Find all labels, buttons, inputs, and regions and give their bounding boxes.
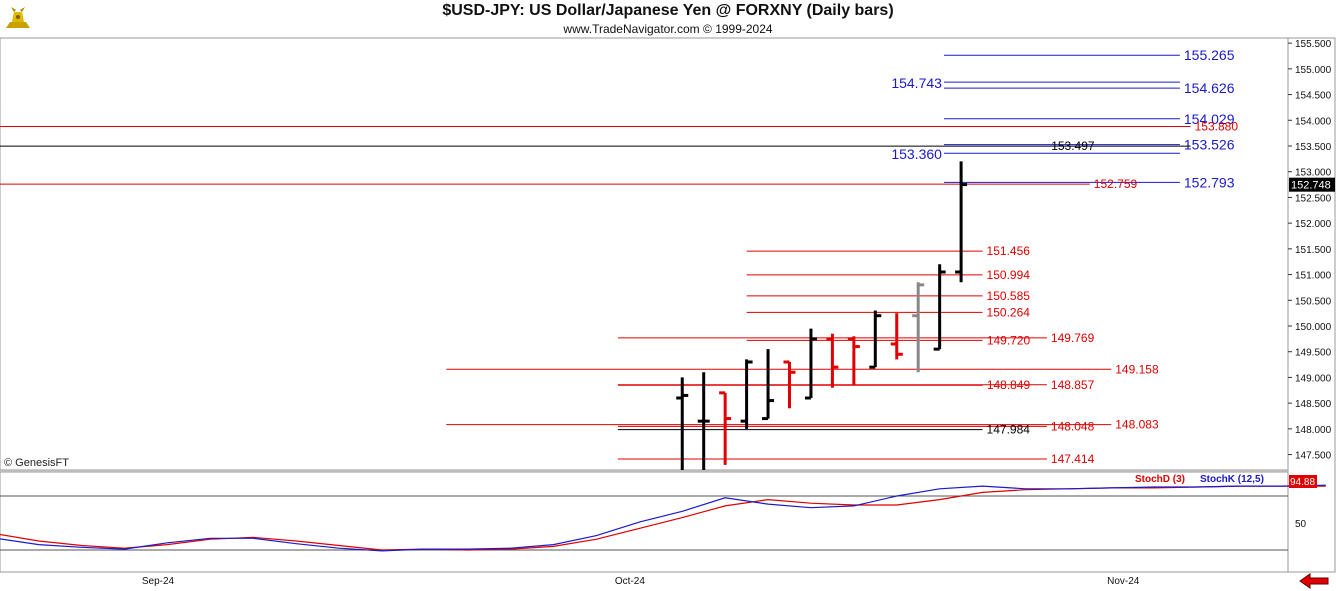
stochD-legend: StochD (3) — [1135, 474, 1185, 485]
chart-subtitle: www.TradeNavigator.com © 1999-2024 — [563, 22, 773, 36]
level-label: 148.048 — [1051, 419, 1095, 433]
level-label: 148.857 — [1051, 378, 1095, 392]
last-price-badge — [1289, 177, 1335, 192]
level-label: 150.264 — [987, 305, 1031, 319]
y-axis-tick-label: 151.500 — [1295, 245, 1332, 256]
y-axis-tick-label: 155.500 — [1295, 39, 1332, 50]
stoch-axis-label: 50 — [1295, 519, 1307, 530]
red-left-arrow-icon[interactable] — [1298, 573, 1330, 589]
level-label: 152.759 — [1094, 177, 1138, 191]
level-label: 151.456 — [987, 244, 1031, 258]
level-label: 152.793 — [1184, 174, 1235, 190]
level-label: 149.158 — [1115, 362, 1159, 376]
y-axis-tick-label: 152.500 — [1295, 193, 1332, 204]
level-label: 155.265 — [1184, 47, 1235, 63]
level-label: 147.414 — [1051, 452, 1095, 466]
stoch-value-label: 94.88 — [1290, 477, 1315, 488]
stoch-value-badge — [1289, 475, 1317, 488]
copyright-watermark: © GenesisFT — [4, 457, 69, 469]
level-label: 153.526 — [1184, 137, 1235, 153]
level-label: 148.849 — [987, 378, 1031, 392]
level-label: 154.029 — [1184, 111, 1235, 127]
y-axis-tick-label: 150.000 — [1295, 322, 1332, 333]
stochK-line — [0, 484, 1326, 552]
chart-title: $USD-JPY: US Dollar/Japanese Yen @ FORXN… — [442, 2, 894, 19]
y-axis-tick-label: 150.500 — [1295, 296, 1332, 307]
level-label: 149.769 — [1051, 331, 1095, 345]
level-label: 147.984 — [987, 423, 1031, 437]
stochK-legend: StochK (12,5) — [1200, 474, 1264, 485]
x-axis-tick-label: Oct-24 — [615, 576, 645, 587]
level-label: 153.497 — [1051, 139, 1095, 153]
level-label: 150.994 — [987, 268, 1031, 282]
x-axis-tick-label: Nov-24 — [1107, 576, 1140, 587]
y-axis-tick-label: 152.000 — [1295, 219, 1332, 230]
level-label: 149.720 — [987, 333, 1031, 347]
y-axis-tick-label: 151.000 — [1295, 271, 1332, 282]
last-price-label: 152.748 — [1291, 180, 1331, 192]
level-label: 153.360 — [891, 146, 942, 162]
chart-header: $USD-JPY: US Dollar/Japanese Yen @ FORXN… — [0, 0, 1336, 38]
price-plot-frame — [0, 37, 1289, 471]
x-axis-tick-label: Sep-24 — [142, 576, 175, 587]
y-axis-tick-label: 149.500 — [1295, 348, 1332, 359]
y-axis-tick-label: 147.500 — [1295, 451, 1332, 462]
level-label: 148.083 — [1115, 418, 1159, 432]
level-label: 153.880 — [1195, 119, 1239, 133]
y-axis-tick-label: 148.000 — [1295, 425, 1332, 436]
y-axis-tick-label: 155.000 — [1295, 65, 1332, 76]
y-axis-tick-label: 153.500 — [1295, 142, 1332, 153]
y-axis-tick-label: 154.000 — [1295, 116, 1332, 127]
y-axis-tick-label: 153.000 — [1295, 168, 1332, 179]
level-label: 154.743 — [891, 75, 942, 91]
level-label: 150.585 — [987, 289, 1031, 303]
y-axis-tick-label: 154.500 — [1295, 91, 1332, 102]
gold-bull-logo-icon — [6, 7, 30, 28]
level-label: 154.626 — [1184, 80, 1235, 96]
y-axis-tick-label: 149.000 — [1295, 373, 1332, 384]
stoch-plot-frame — [0, 471, 1289, 573]
y-axis-tick-label: 148.500 — [1295, 399, 1332, 410]
